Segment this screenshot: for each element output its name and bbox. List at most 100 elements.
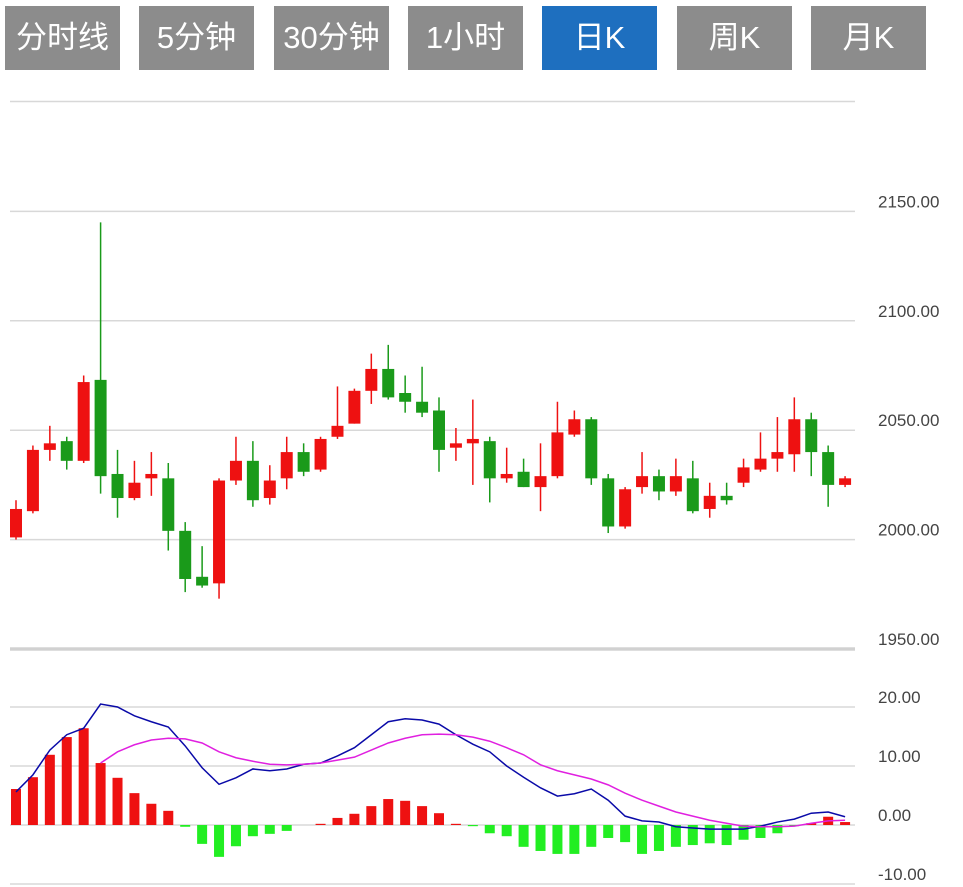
candle-body — [636, 476, 649, 488]
macd-bar — [501, 825, 512, 837]
candle-body — [720, 495, 733, 501]
macd-bar — [11, 789, 21, 825]
macd-bar — [197, 825, 208, 844]
macd-bar — [146, 803, 157, 825]
y-tick-label: 20.00 — [878, 688, 921, 707]
tab-button[interactable]: 1小时 — [408, 6, 523, 70]
macd-bar — [95, 763, 106, 825]
macd-bar — [637, 825, 648, 854]
macd-bar — [586, 825, 597, 847]
tab-button[interactable]: 周K — [677, 6, 792, 70]
macd-bar — [721, 825, 732, 846]
macd-bar — [332, 817, 343, 825]
candle-body — [128, 482, 141, 499]
candle-body — [551, 432, 564, 477]
macd-bar — [653, 825, 664, 851]
macd-bar — [366, 806, 377, 825]
candle-body — [416, 401, 429, 413]
candle-body — [652, 476, 665, 492]
candle-body — [314, 438, 327, 470]
candle-body — [196, 576, 209, 586]
candle-body — [669, 476, 682, 492]
y-tick-label: 2050.00 — [878, 411, 939, 430]
macd-line — [15, 703, 846, 830]
y-tick-label: -10.00 — [878, 865, 926, 884]
candle-body — [145, 473, 158, 479]
candle-body — [213, 480, 226, 584]
tab-button[interactable]: 日K — [542, 6, 657, 70]
macd-line — [100, 733, 846, 828]
macd-bar — [180, 825, 191, 827]
macd-bar — [315, 823, 326, 825]
candle-body — [60, 441, 73, 461]
macd-bar — [129, 793, 140, 825]
macd-bar — [450, 823, 461, 825]
tab-button[interactable]: 30分钟 — [274, 6, 389, 70]
macd-bar — [467, 825, 478, 827]
tab-button[interactable]: 月K — [811, 6, 926, 70]
y-tick-label: 1950.00 — [878, 630, 939, 649]
macd-bar — [806, 823, 817, 825]
candle-body — [771, 452, 784, 459]
candle-body — [399, 393, 412, 402]
macd-bar — [163, 810, 174, 825]
candle-body — [229, 460, 242, 481]
tab-button[interactable]: 5分钟 — [139, 6, 254, 70]
macd-bar — [535, 825, 546, 851]
y-tick-label: 10.00 — [878, 747, 921, 766]
macd-bar — [383, 799, 394, 825]
candle-body — [619, 489, 632, 527]
macd-bar — [78, 728, 89, 825]
candle-body — [77, 382, 90, 461]
candle-body — [26, 449, 39, 512]
candle-body — [754, 458, 767, 470]
candle-body — [788, 419, 801, 455]
macd-bar — [214, 825, 225, 857]
candle-body — [737, 467, 750, 483]
tab-button[interactable]: 分时线 — [5, 6, 120, 70]
macd-bar — [27, 777, 38, 825]
macd-bar — [112, 777, 123, 825]
candle-body — [822, 452, 835, 485]
candle-body — [111, 473, 124, 499]
macd-bar — [670, 825, 681, 847]
macd-bar — [484, 825, 495, 834]
macd-bar — [518, 825, 529, 847]
macd-bar — [281, 825, 292, 831]
macd-bar — [417, 806, 428, 825]
macd-bar — [264, 825, 275, 834]
candle-body — [382, 368, 395, 398]
macd-bar — [552, 825, 563, 854]
candle-body — [602, 478, 615, 527]
y-tick-label: 2100.00 — [878, 302, 939, 321]
candle-body — [585, 419, 598, 479]
candle-body — [10, 508, 22, 538]
candle-body — [263, 480, 276, 499]
candle-body — [517, 471, 530, 488]
macd-bar — [44, 754, 55, 825]
candle-body — [568, 419, 581, 435]
candle-body — [534, 476, 547, 488]
candle-body — [297, 452, 310, 472]
macd-bar — [755, 825, 766, 838]
candle-body — [331, 425, 344, 437]
macd-bar — [620, 825, 631, 843]
macd-bar — [840, 822, 851, 825]
macd-bar — [349, 813, 360, 825]
macd-bar — [434, 813, 444, 825]
candle-body — [449, 443, 462, 448]
tab-bar: 分时线 5分钟 30分钟 1小时 日K 周K 月K — [0, 0, 963, 75]
candle-body — [703, 495, 716, 509]
macd-bar — [61, 737, 72, 825]
candle-body — [433, 410, 445, 450]
macd-bar — [704, 825, 715, 844]
candle-body — [483, 441, 496, 479]
macd-bar — [772, 825, 783, 834]
macd-bar — [400, 800, 411, 825]
macd-bar — [247, 825, 258, 837]
candle-body — [348, 390, 361, 424]
candle-body — [365, 368, 378, 391]
candle-body — [162, 478, 175, 531]
